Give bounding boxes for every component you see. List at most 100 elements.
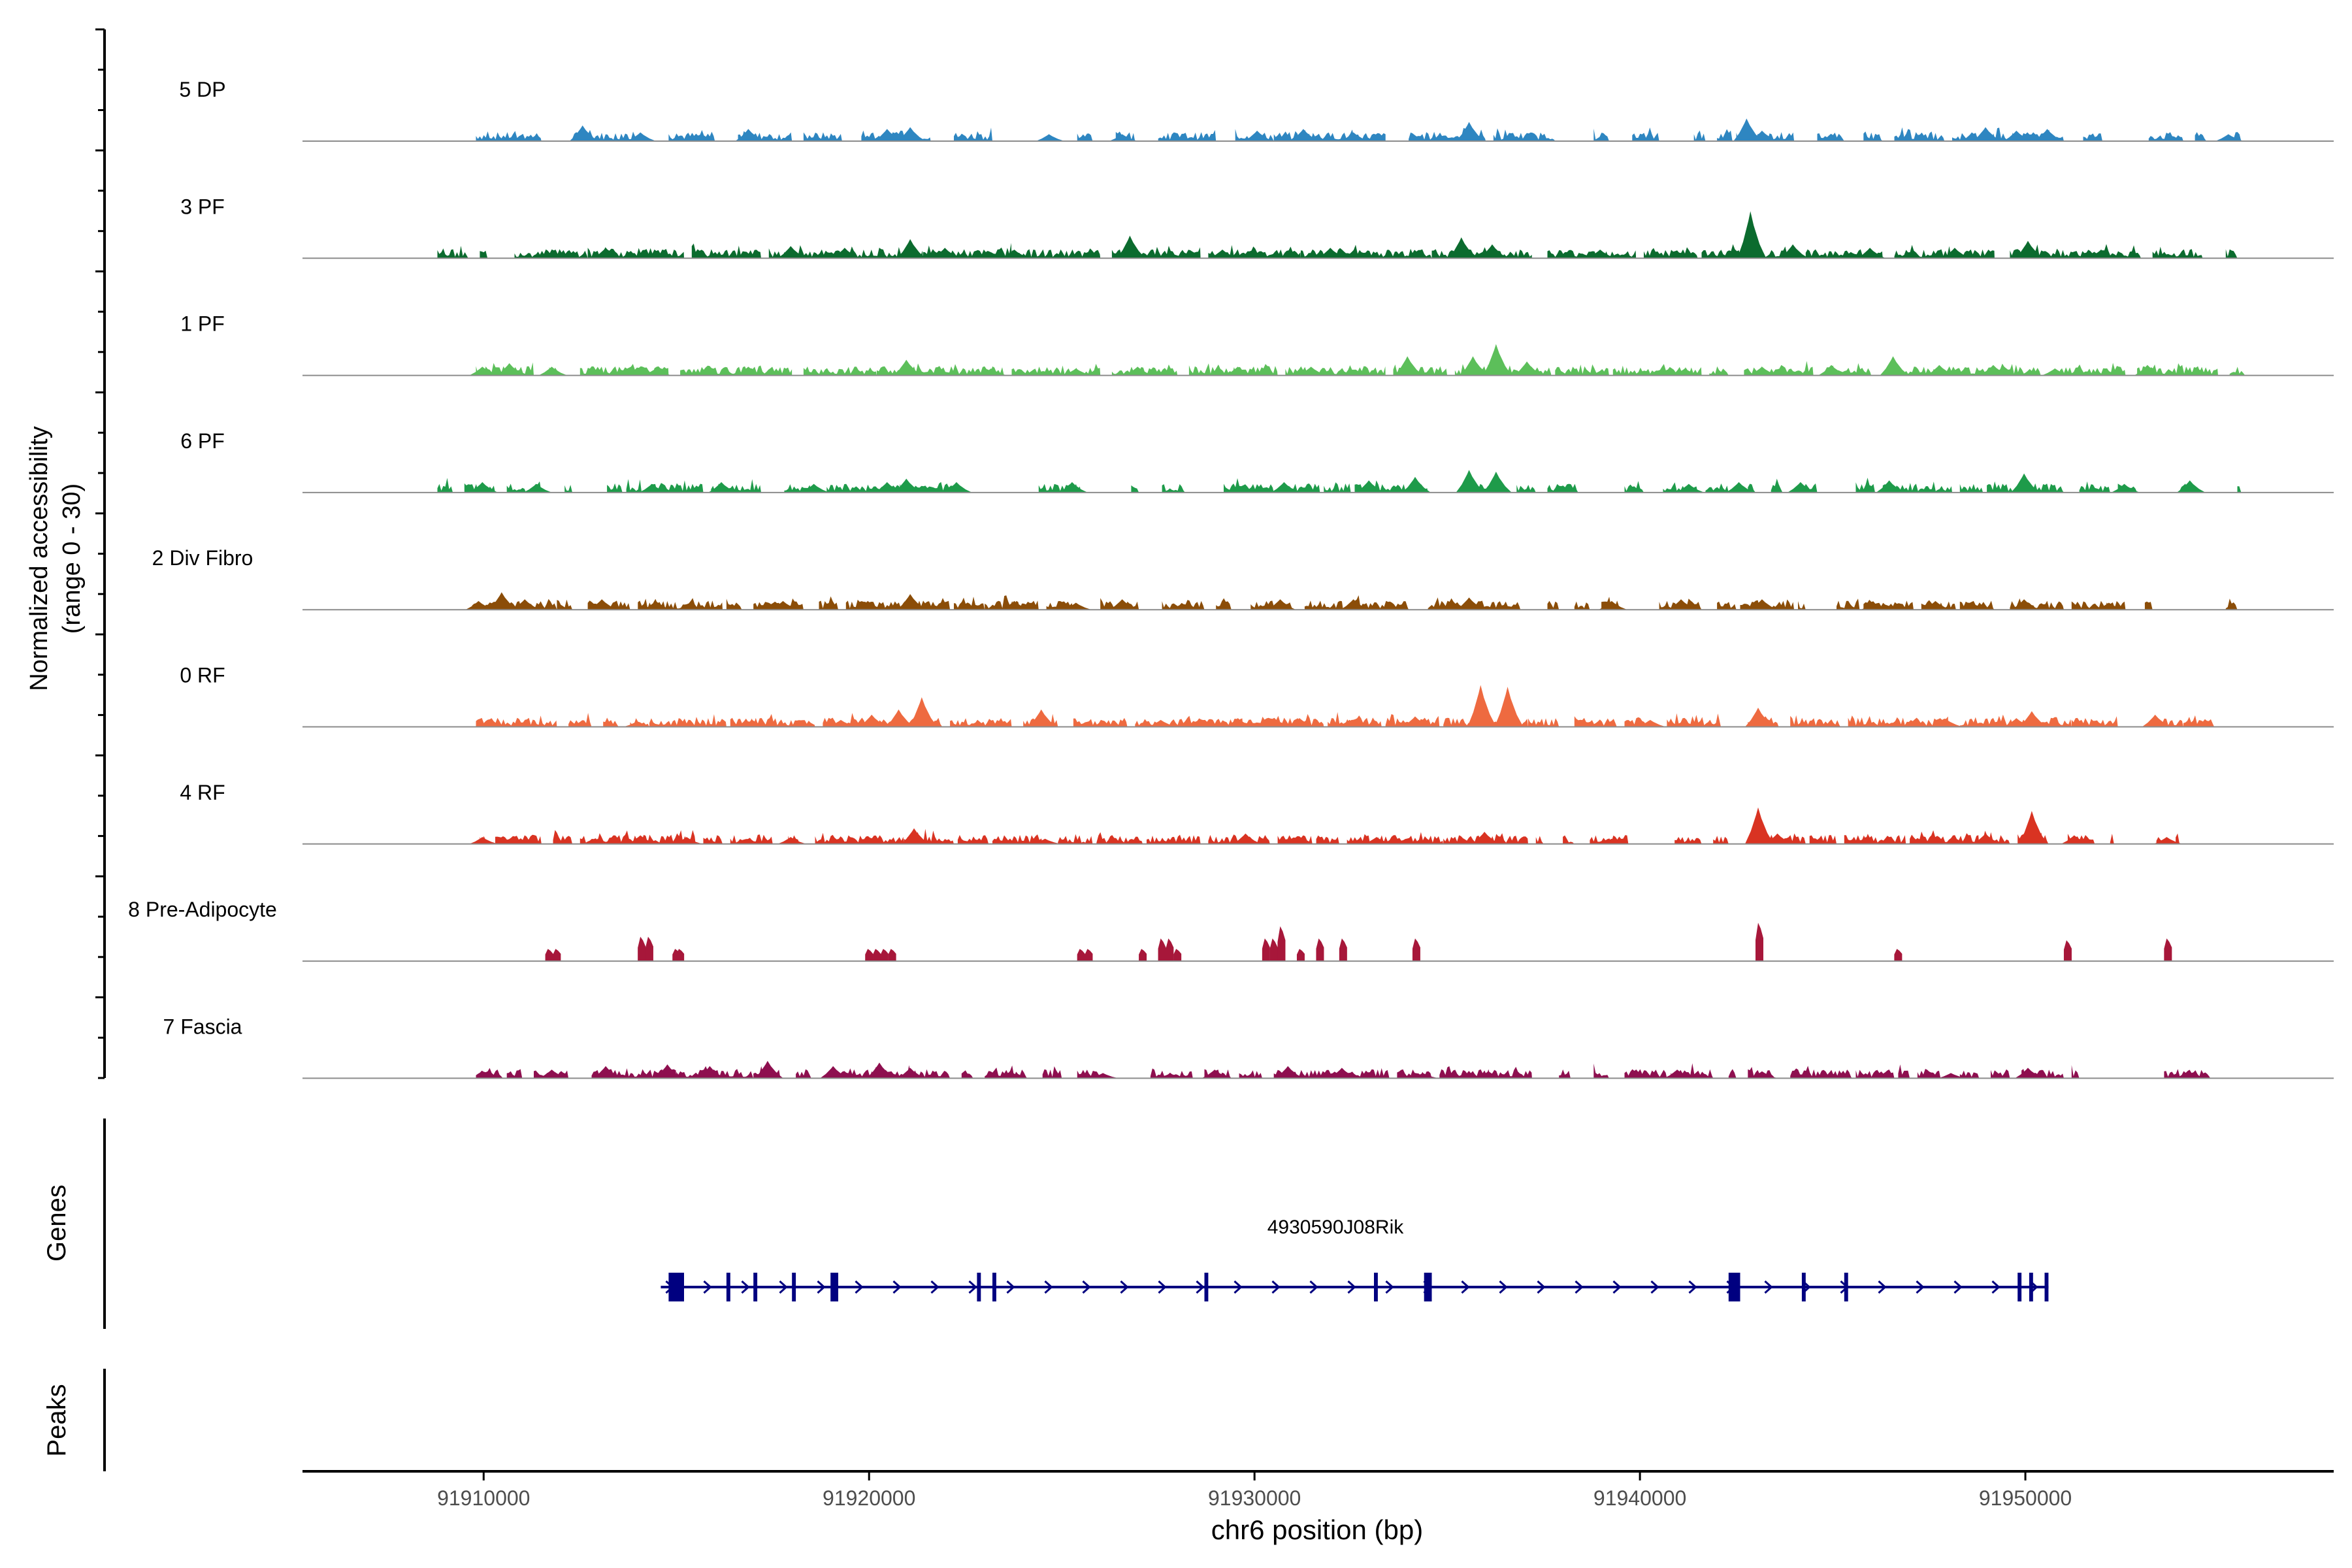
accessibility-peak: [1934, 719, 1963, 727]
accessibility-peak: [623, 721, 653, 727]
coverage-segment: [1624, 1069, 1667, 1079]
coverage-segment: [1674, 837, 1702, 844]
accessibility-peak: [770, 600, 799, 610]
accessibility-peak: [645, 936, 653, 962]
accessibility-peak: [2011, 599, 2040, 610]
accessibility-peak: [2164, 938, 2172, 962]
coverage-segment: [476, 1068, 503, 1079]
accessibility-peak: [1401, 476, 1431, 493]
coverage-segment: [2229, 367, 2246, 376]
track-8: 8 Pre-Adipocyte: [128, 898, 2334, 962]
accessibility-peak: [2061, 835, 2090, 844]
accessibility-peak: [754, 1060, 783, 1079]
accessibility-peak: [1085, 949, 1093, 962]
track-label: 0 RF: [180, 664, 225, 687]
coverage-segment: [1058, 834, 1093, 844]
accessibility-peak: [1271, 482, 1300, 493]
strand-arrow: [1612, 1280, 1622, 1294]
accessibility-peak: [800, 483, 830, 493]
accessibility-peak: [673, 837, 702, 844]
track-9: 7 Fascia: [163, 1015, 2334, 1079]
accessibility-peak: [1090, 1073, 1119, 1079]
coverage-segment: [1952, 127, 2014, 141]
coverage-segment: [1162, 600, 1205, 610]
accessibility-peak: [1317, 248, 1347, 259]
coverage-segment: [2083, 133, 2102, 141]
coverage-segment: [1998, 363, 2041, 376]
coverage-segment: [2071, 716, 2118, 727]
coverage-segment: [992, 834, 1043, 844]
coverage-segment: [506, 1069, 523, 1079]
coverage-segment: [1855, 1070, 1895, 1079]
accessibility-peak: [739, 719, 768, 727]
track-label: 6 PF: [180, 429, 225, 453]
accessibility-peak: [897, 1068, 926, 1079]
coverage-segment: [803, 132, 842, 141]
coverage-segment: [957, 835, 989, 844]
coverage-segment: [726, 598, 742, 610]
accessibility-peak: [1667, 599, 1697, 610]
strand-arrow: [1575, 1280, 1584, 1294]
coverage-segment: [985, 595, 1039, 610]
gene-model: [661, 1273, 2049, 1301]
y-axis-accessibility: Normalized accessibility (range 0 - 30): [25, 28, 106, 1079]
coverage-segment: [1563, 835, 1575, 844]
accessibility-peak: [642, 600, 672, 610]
gene-exon: [1728, 1273, 1740, 1301]
coverage-segment: [2195, 132, 2207, 141]
accessibility-peak: [1117, 235, 1146, 259]
accessibility-peak: [1166, 938, 1174, 962]
coverage-segment: [1096, 832, 1143, 844]
accessibility-peak: [2063, 940, 2072, 962]
coverage-segment: [768, 245, 842, 259]
coverage-segment: [1817, 133, 1844, 141]
coverage-segment: [1782, 833, 1806, 844]
accessibility-peak: [2014, 240, 2044, 259]
accessibility-peak: [1062, 602, 1092, 610]
coverage-segment: [514, 249, 588, 259]
coverage-segment: [1443, 833, 1528, 844]
accessibility-peak: [1494, 687, 1524, 727]
coverage-segment: [730, 834, 773, 844]
coverage-segment: [1624, 481, 1644, 493]
strand-arrow: [779, 1280, 788, 1294]
coverage-segment: [1593, 1063, 1609, 1079]
coverage-segment: [1898, 1064, 1910, 1079]
coverage-segment: [796, 1069, 811, 1079]
accessibility-peak: [512, 599, 541, 610]
accessibility-peak: [1290, 129, 1319, 141]
accessibility-peak: [1158, 938, 1166, 962]
coverage-segment: [1959, 1070, 1980, 1079]
accessibility-peak: [496, 363, 525, 376]
genes-panel-label: Genes: [42, 1184, 71, 1262]
accessibility-peak: [1036, 134, 1065, 141]
accessibility-peak: [1764, 833, 1793, 844]
accessibility-peak: [1001, 600, 1030, 610]
accessibility-peak: [2014, 1068, 2044, 1079]
accessibility-peak: [977, 368, 1007, 376]
coverage-segment: [557, 599, 572, 610]
accessibility-peak: [1232, 833, 1262, 844]
accessibility-peak: [1725, 482, 1755, 493]
coverage-segment: [954, 127, 992, 141]
coverage-segment: [1111, 364, 1178, 376]
accessibility-peak: [1244, 131, 1273, 141]
accessibility-peak: [627, 132, 657, 141]
coverage-segment: [1188, 363, 1278, 376]
accessibility-peak: [2088, 249, 2117, 259]
accessibility-peak: [1478, 244, 1508, 259]
accessibility-peak: [1748, 599, 1778, 610]
coverage-segment: [1147, 834, 1201, 844]
accessibility-peak: [874, 129, 903, 141]
strand-arrow: [741, 1280, 750, 1294]
accessibility-peak: [538, 367, 568, 376]
accessibility-peak: [1124, 367, 1154, 376]
strand-arrow: [892, 1280, 902, 1294]
coverage-segment: [668, 130, 715, 141]
track-label: 8 Pre-Adipocyte: [128, 898, 277, 921]
accessibility-peak: [1972, 127, 2002, 141]
gene-exon: [753, 1273, 758, 1301]
coverage-segment: [607, 483, 623, 493]
gene-exon: [2044, 1273, 2049, 1301]
coverage-segment: [803, 367, 877, 376]
